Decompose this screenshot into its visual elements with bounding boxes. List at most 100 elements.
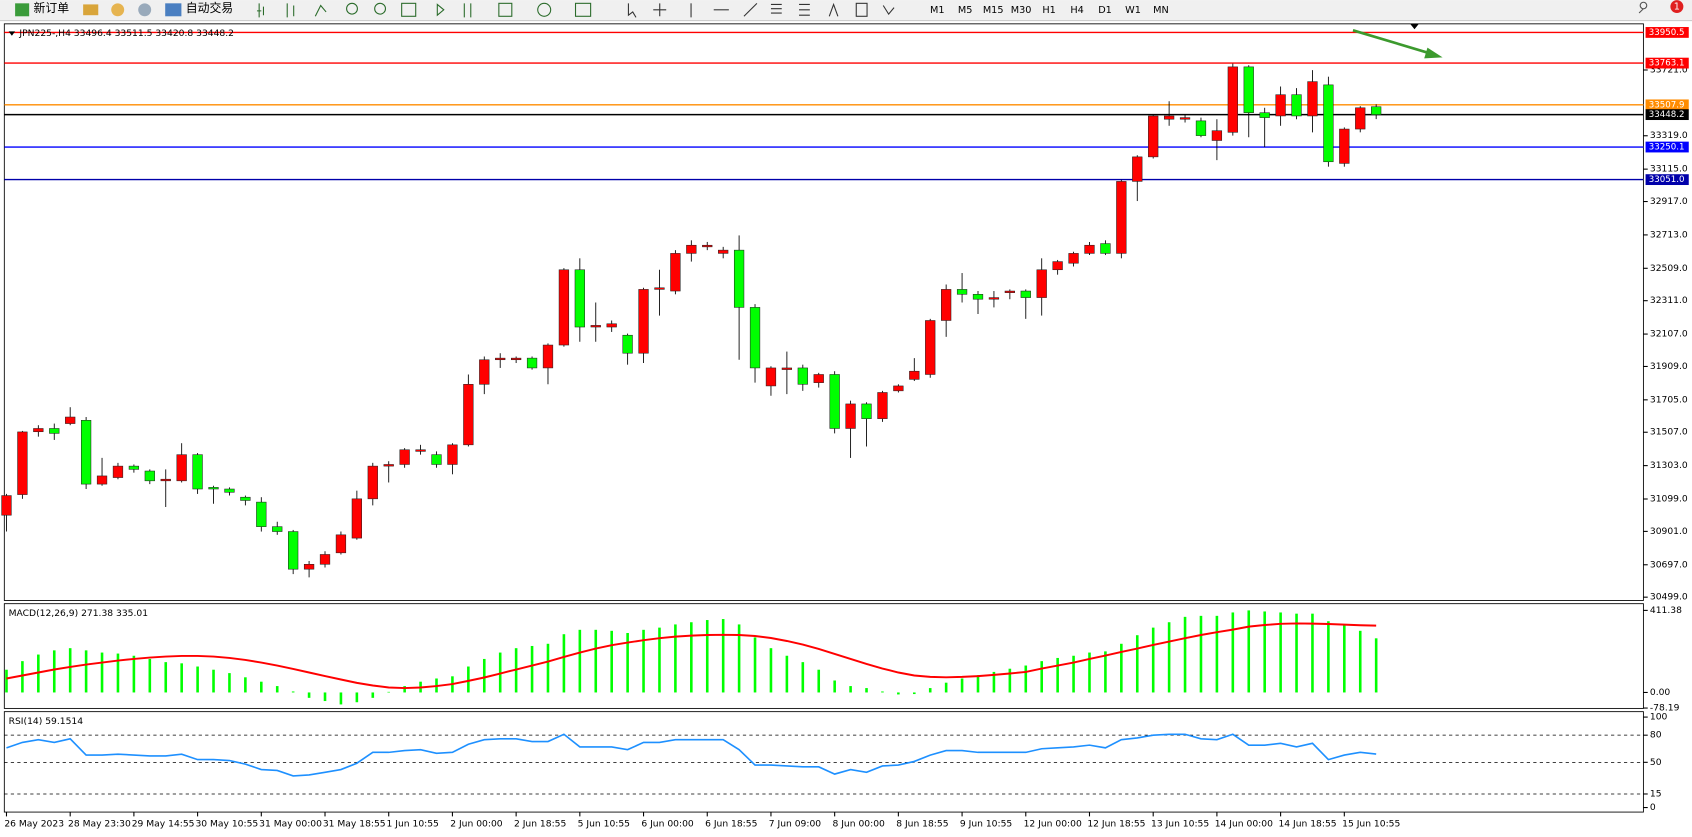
macd-bar: [482, 658, 486, 693]
candle-body: [431, 454, 442, 465]
candle-body: [893, 385, 904, 392]
x-tick-label: 31 May 00:00: [259, 818, 322, 829]
macd-bar: [546, 643, 550, 693]
candle-body: [1020, 290, 1031, 298]
macd-bar: [721, 619, 725, 693]
candle-body: [877, 392, 888, 419]
x-tick-label: 12 Jun 00:00: [1024, 818, 1082, 829]
candle-body: [272, 526, 283, 532]
candle-body: [1132, 156, 1143, 182]
chart-tools[interactable]: [256, 2, 592, 18]
trend-arrow: [1352, 29, 1443, 59]
timeframe-button[interactable]: W1: [1125, 5, 1141, 16]
tool-icon[interactable]: [401, 2, 417, 17]
tool-icon[interactable]: [653, 3, 667, 17]
macd-bar: [1104, 651, 1107, 693]
candle-body: [797, 367, 808, 385]
candle-body: [638, 289, 649, 354]
candle-body: [303, 564, 315, 570]
timeframe-button[interactable]: H4: [1070, 5, 1083, 16]
tool-icon[interactable]: [436, 3, 472, 18]
tool-icon[interactable]: [314, 4, 327, 17]
draw-tools[interactable]: [627, 2, 895, 18]
macd-bar: [116, 653, 120, 693]
x-tick-label: 5 Jun 10:55: [578, 818, 631, 829]
candle-body: [861, 403, 872, 419]
timeframe-button[interactable]: H1: [1042, 5, 1055, 16]
macd-bar: [642, 629, 645, 693]
price-level-label: 33507.9: [1649, 100, 1685, 110]
candle-body: [224, 488, 235, 493]
y-tick-label: 32509.0: [1650, 263, 1688, 274]
y-tick-label: 32713.0: [1650, 229, 1688, 240]
candle-body: [463, 384, 474, 446]
candle-body: [1275, 94, 1286, 117]
price-level-label: 33250.1: [1649, 143, 1685, 153]
tool-icon[interactable]: [855, 2, 868, 17]
macd-bar: [68, 648, 72, 693]
x-tick-label: 8 Jun 00:00: [833, 818, 886, 829]
macd-bar: [897, 692, 900, 695]
tool-icon[interactable]: [828, 2, 839, 17]
x-tick-label: 2 Jun 00:00: [450, 818, 503, 829]
tool-icon[interactable]: [286, 3, 295, 18]
timeframe-button[interactable]: MN: [1153, 5, 1169, 16]
symbol-marker: [8, 31, 16, 36]
tool-icon[interactable]: [770, 3, 782, 14]
tool-icon[interactable]: [537, 2, 552, 17]
tool-icon[interactable]: [498, 2, 513, 17]
tool-icon[interactable]: [799, 3, 810, 16]
price-level-tag: [1645, 174, 1689, 186]
tool-icon[interactable]: [138, 3, 152, 17]
macd-bar: [960, 678, 964, 693]
x-tick-label: 29 May 14:55: [132, 818, 195, 829]
y-tick-label: 31909.0: [1650, 361, 1688, 372]
macd-bar: [737, 624, 741, 693]
candle-body: [367, 465, 378, 500]
timeframe-button[interactable]: D1: [1098, 5, 1112, 16]
candle-body: [606, 323, 617, 328]
macd-bar: [21, 661, 24, 693]
candle-body: [1052, 261, 1063, 271]
candle-body: [718, 249, 729, 254]
macd-bar: [228, 673, 231, 693]
candle-body: [447, 444, 458, 465]
y-tick-label: 0.00: [1650, 687, 1671, 698]
price-level-tag: [1645, 109, 1689, 121]
candle-body: [749, 307, 761, 369]
tool-icon[interactable]: [627, 3, 637, 18]
tool-icon[interactable]: [743, 2, 758, 17]
timeframe-button[interactable]: M15: [983, 5, 1004, 16]
macd-bar: [1120, 643, 1123, 693]
tool-icon[interactable]: [83, 4, 99, 16]
tool-icon[interactable]: [374, 2, 387, 15]
candle-body: [781, 367, 793, 370]
auto-trade-icon[interactable]: [165, 3, 182, 17]
auto-trade-button[interactable]: 自动交易: [186, 1, 233, 15]
candle-body: [1, 495, 12, 516]
new-order-button[interactable]: 新订单: [33, 1, 69, 15]
y-tick-label: 31705.0: [1650, 394, 1688, 405]
tool-icon[interactable]: [882, 5, 895, 16]
macd-bar: [1343, 625, 1346, 693]
timeframe-button[interactable]: M1: [930, 5, 945, 16]
tool-icon[interactable]: [574, 2, 592, 17]
candle-body: [829, 374, 840, 429]
candle-body: [1004, 290, 1015, 293]
candle-body: [192, 454, 203, 490]
timeframe-button[interactable]: M5: [958, 5, 973, 16]
timeframe-button[interactable]: M30: [1011, 5, 1032, 16]
notification-badge[interactable]: [1670, 0, 1684, 14]
candle-body: [33, 428, 44, 433]
x-tick-label: 14 Jun 00:00: [1215, 818, 1273, 829]
macd-bar: [705, 620, 709, 693]
tool-icon[interactable]: [346, 2, 358, 15]
x-tick-label: 15 Jun 10:55: [1342, 818, 1400, 829]
tool-icon[interactable]: [256, 3, 265, 18]
signal-line: [6, 622, 1377, 690]
tool-icon[interactable]: [111, 3, 125, 17]
search-icon[interactable]: [1638, 1, 1648, 14]
candle-body: [415, 449, 426, 452]
new-order-icon[interactable]: [15, 3, 30, 17]
